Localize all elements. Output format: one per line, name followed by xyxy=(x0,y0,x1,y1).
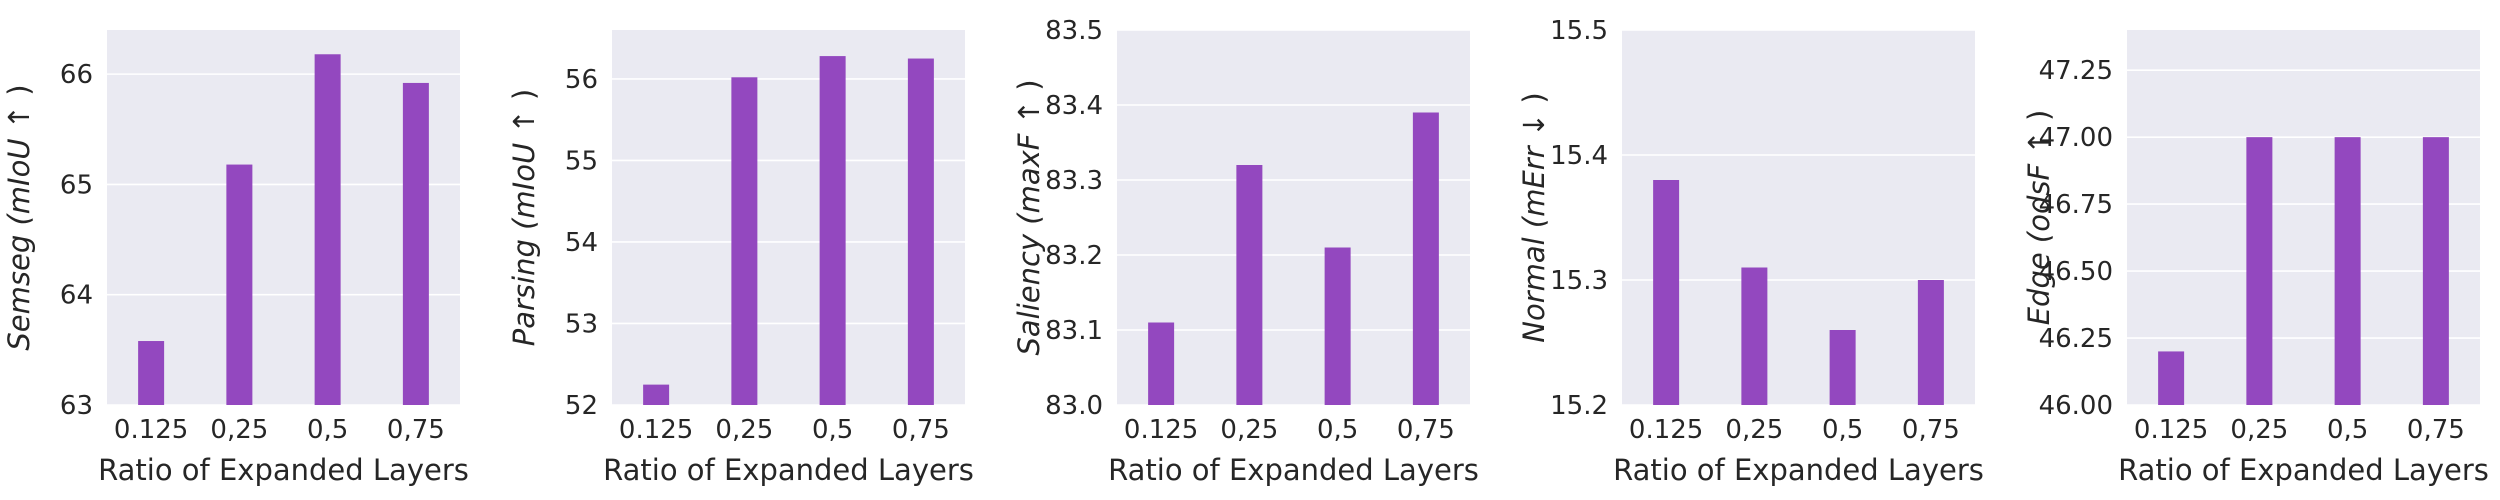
bar-0.125 xyxy=(2158,351,2185,405)
x-tick-label: 0,5 xyxy=(307,415,348,445)
bar-0,75 xyxy=(2422,137,2449,405)
bar-0,5 xyxy=(314,54,341,405)
x-tick-label: 0.125 xyxy=(2134,415,2208,445)
y-tick-label: 83.0 xyxy=(1045,391,1103,421)
x-tick-label: 0,25 xyxy=(1725,415,1783,445)
y-tick-label: 47.25 xyxy=(2039,56,2113,86)
bar-0,25 xyxy=(1741,267,1768,405)
y-axis-label: Edge (odsF ↑ ) xyxy=(2022,110,2056,326)
x-axis-label: Ratio of Expanded Layers xyxy=(98,453,469,487)
x-tick-label: 0.125 xyxy=(1124,415,1198,445)
y-tick-label: 54 xyxy=(565,228,598,258)
y-tick-label: 47.00 xyxy=(2039,123,2113,153)
chart-panel-1: 63 64 65 66 0.125 0,25 0,5 0,75 Ratio of Expande… xyxy=(2,30,469,487)
y-tick-label: 53 xyxy=(565,309,598,339)
y-tick-label: 15.4 xyxy=(1550,141,1608,171)
x-tick-label: 0,75 xyxy=(2407,415,2465,445)
x-tick-label: 0.125 xyxy=(114,415,188,445)
y-tick-label: 83.2 xyxy=(1045,241,1103,271)
bar-0,75 xyxy=(1412,112,1439,405)
plot-background xyxy=(2127,30,2480,405)
x-tick-label: 0,75 xyxy=(892,415,950,445)
y-tick-label: 46.50 xyxy=(2039,257,2113,287)
bar-0,75 xyxy=(402,82,429,406)
x-axis-label: Ratio of Expanded Layers xyxy=(2118,453,2489,487)
chart-panel-5: 46.00 46.25 46.50 46.75 47.00 47.25 0.125 0,25 0… xyxy=(2022,30,2489,487)
y-tick-label: 83.4 xyxy=(1045,91,1103,121)
x-tick-label: 0.125 xyxy=(1629,415,1703,445)
y-tick-label: 55 xyxy=(565,146,598,176)
x-tick-label: 0,25 xyxy=(1220,415,1278,445)
plot-background xyxy=(1622,30,1975,405)
plot-background xyxy=(107,30,460,405)
chart-panel-2: 52 53 54 55 56 0.125 0,25 0,5 0,75 Ratio of Expan… xyxy=(507,30,974,487)
y-axis-label: Saliency (maxF ↑ ) xyxy=(1012,79,1046,355)
bar-0,75 xyxy=(1917,280,1944,405)
bar-0,25 xyxy=(1236,165,1263,405)
bar-0.125 xyxy=(1653,180,1680,405)
bar-0,25 xyxy=(731,77,758,406)
y-tick-label: 63 xyxy=(60,391,93,421)
bar-0.125 xyxy=(1148,322,1175,405)
x-tick-label: 0,5 xyxy=(2327,415,2368,445)
x-tick-label: 0,75 xyxy=(1397,415,1455,445)
x-tick-label: 0,5 xyxy=(812,415,853,445)
x-axis-label: Ratio of Expanded Layers xyxy=(1108,453,1479,487)
y-tick-label: 46.25 xyxy=(2039,324,2113,354)
bar-0,25 xyxy=(2246,137,2273,405)
y-tick-label: 64 xyxy=(60,281,93,311)
plot-background xyxy=(612,30,965,405)
x-tick-label: 0,75 xyxy=(1902,415,1960,445)
chart-panel-4: 15.2 15.3 15.4 15.5 0.125 0,25 0,5 0,75 Ratio of… xyxy=(1517,16,1984,487)
y-tick-label: 52 xyxy=(565,391,598,421)
y-tick-label: 15.2 xyxy=(1550,391,1608,421)
x-tick-label: 0,25 xyxy=(715,415,773,445)
x-tick-label: 0,25 xyxy=(2230,415,2288,445)
y-tick-label: 15.5 xyxy=(1550,16,1608,46)
y-tick-label: 66 xyxy=(60,60,93,90)
bar-0,5 xyxy=(1829,330,1856,405)
bar-0,75 xyxy=(907,58,934,406)
plot-background xyxy=(1117,30,1470,405)
x-tick-label: 0,5 xyxy=(1317,415,1358,445)
x-axis-label: Ratio of Expanded Layers xyxy=(603,453,974,487)
y-tick-label: 46.00 xyxy=(2039,391,2113,421)
bar-0,5 xyxy=(819,56,846,406)
x-tick-label: 0.125 xyxy=(619,415,693,445)
x-axis-label: Ratio of Expanded Layers xyxy=(1613,453,1984,487)
bar-0,25 xyxy=(226,164,253,405)
chart-panel-3: 83.0 83.1 83.2 83.3 83.4 83.5 0.125 0,25 0,5 0,75… xyxy=(1012,16,1479,487)
bar-0,5 xyxy=(1324,247,1351,405)
bar-0.125 xyxy=(138,341,165,405)
x-tick-label: 0,75 xyxy=(387,415,445,445)
y-tick-label: 83.5 xyxy=(1045,16,1103,46)
x-tick-label: 0,5 xyxy=(1822,415,1863,445)
bar-0.125 xyxy=(643,384,670,405)
y-axis-label: Parsing (mIoU ↑ ) xyxy=(507,89,541,347)
y-tick-label: 15.3 xyxy=(1550,266,1608,296)
y-tick-label: 65 xyxy=(60,170,93,200)
y-axis-label: Normal (mErr ↓ ) xyxy=(1517,92,1551,342)
bar-0,5 xyxy=(2334,137,2361,405)
y-tick-label: 56 xyxy=(565,65,598,95)
x-tick-label: 0,25 xyxy=(210,415,268,445)
y-tick-label: 46.75 xyxy=(2039,190,2113,220)
y-tick-label: 83.1 xyxy=(1045,316,1103,346)
y-tick-label: 83.3 xyxy=(1045,166,1103,196)
y-axis-label: Semseg (mIoU ↑ ) xyxy=(2,84,36,350)
